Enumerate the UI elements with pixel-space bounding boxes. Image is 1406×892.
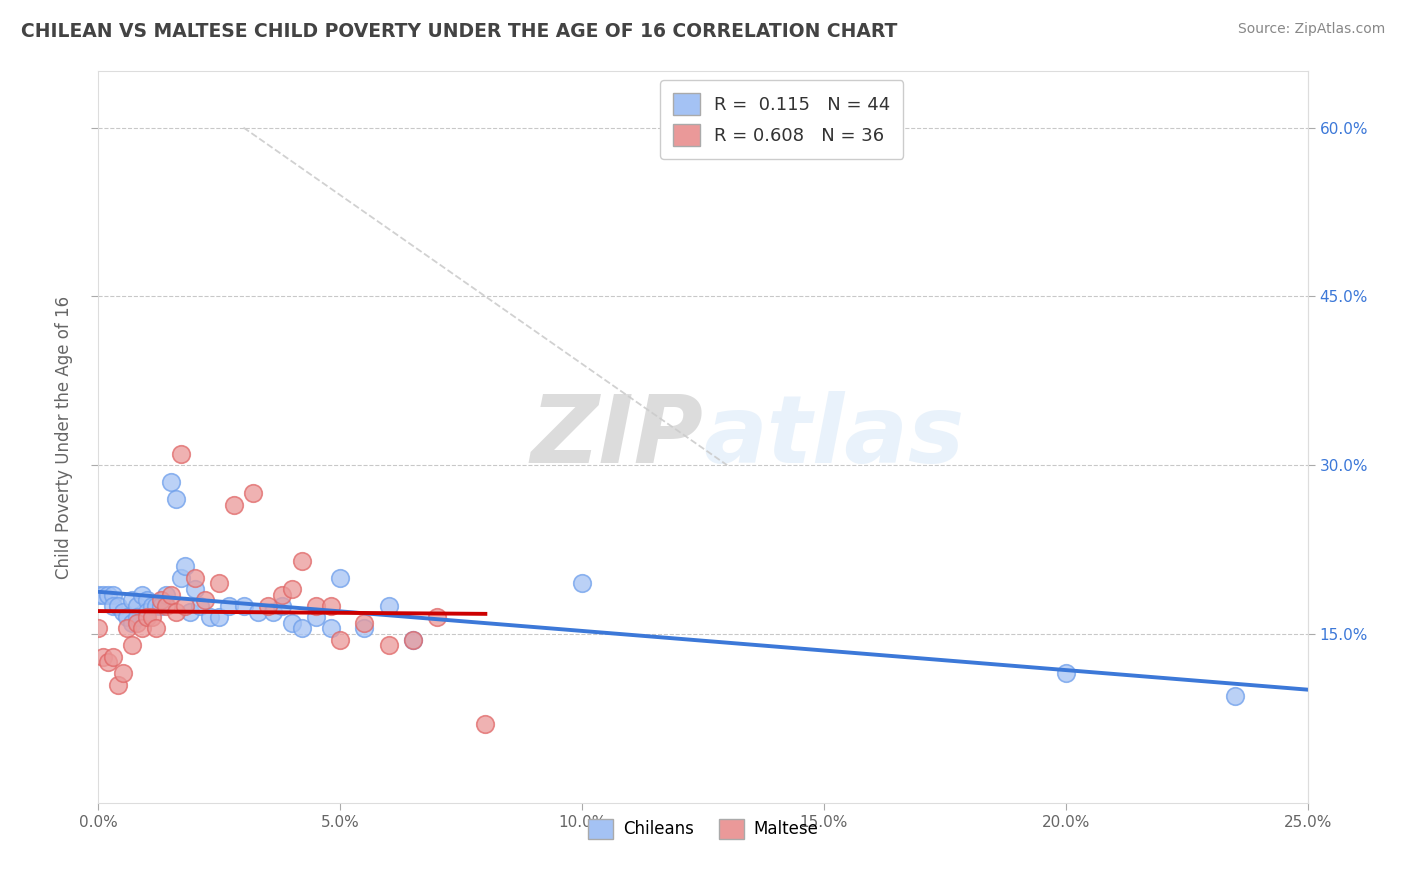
Point bbox=[222, 498, 245, 512]
Point bbox=[402, 632, 425, 647]
Point bbox=[426, 610, 449, 624]
Point bbox=[184, 582, 207, 596]
Point bbox=[145, 599, 167, 613]
Point bbox=[121, 615, 143, 630]
Point bbox=[232, 599, 254, 613]
Point bbox=[111, 605, 134, 619]
Point bbox=[305, 599, 328, 613]
Point bbox=[135, 605, 157, 619]
Point bbox=[141, 610, 163, 624]
Point bbox=[160, 588, 183, 602]
Point bbox=[131, 621, 153, 635]
Point bbox=[1054, 666, 1077, 681]
Point bbox=[353, 615, 375, 630]
Point bbox=[1223, 689, 1246, 703]
Point bbox=[319, 599, 342, 613]
Point bbox=[179, 605, 201, 619]
Point bbox=[117, 610, 139, 624]
Point bbox=[174, 599, 197, 613]
Point bbox=[141, 599, 163, 613]
Point bbox=[169, 571, 191, 585]
Point bbox=[242, 486, 264, 500]
Point bbox=[281, 615, 304, 630]
Point bbox=[91, 588, 114, 602]
Point bbox=[262, 605, 284, 619]
Point bbox=[329, 571, 352, 585]
Point bbox=[150, 599, 173, 613]
Point bbox=[87, 621, 110, 635]
Point bbox=[117, 621, 139, 635]
Point bbox=[101, 599, 124, 613]
Point bbox=[127, 615, 149, 630]
Point bbox=[135, 610, 157, 624]
Point bbox=[188, 599, 211, 613]
Point bbox=[184, 571, 207, 585]
Point bbox=[135, 593, 157, 607]
Text: atlas: atlas bbox=[703, 391, 965, 483]
Point bbox=[402, 632, 425, 647]
Point bbox=[290, 554, 312, 568]
Point bbox=[169, 447, 191, 461]
Point bbox=[155, 588, 177, 602]
Point bbox=[97, 588, 120, 602]
Point bbox=[111, 666, 134, 681]
Point bbox=[160, 475, 183, 489]
Point bbox=[121, 593, 143, 607]
Point bbox=[165, 605, 187, 619]
Point bbox=[271, 588, 294, 602]
Text: ZIP: ZIP bbox=[530, 391, 703, 483]
Point bbox=[127, 610, 149, 624]
Point bbox=[97, 655, 120, 669]
Point bbox=[131, 588, 153, 602]
Point bbox=[208, 610, 231, 624]
Point bbox=[281, 582, 304, 596]
Point bbox=[107, 678, 129, 692]
Point bbox=[218, 599, 240, 613]
Point bbox=[198, 610, 221, 624]
Point bbox=[377, 599, 399, 613]
Point bbox=[571, 576, 593, 591]
Point bbox=[87, 588, 110, 602]
Point bbox=[150, 593, 173, 607]
Point bbox=[305, 610, 328, 624]
Point bbox=[101, 588, 124, 602]
Point bbox=[174, 559, 197, 574]
Legend: Chileans, Maltese: Chileans, Maltese bbox=[581, 812, 825, 846]
Point bbox=[377, 638, 399, 652]
Point bbox=[474, 717, 496, 731]
Y-axis label: Child Poverty Under the Age of 16: Child Poverty Under the Age of 16 bbox=[55, 295, 73, 579]
Point bbox=[165, 491, 187, 506]
Text: Source: ZipAtlas.com: Source: ZipAtlas.com bbox=[1237, 22, 1385, 37]
Point bbox=[107, 599, 129, 613]
Point bbox=[247, 605, 270, 619]
Point bbox=[271, 599, 294, 613]
Point bbox=[208, 576, 231, 591]
Point bbox=[91, 649, 114, 664]
Point bbox=[155, 599, 177, 613]
Point bbox=[194, 593, 217, 607]
Point bbox=[127, 599, 149, 613]
Point bbox=[329, 632, 352, 647]
Text: CHILEAN VS MALTESE CHILD POVERTY UNDER THE AGE OF 16 CORRELATION CHART: CHILEAN VS MALTESE CHILD POVERTY UNDER T… bbox=[21, 22, 897, 41]
Point bbox=[101, 649, 124, 664]
Point bbox=[290, 621, 312, 635]
Point bbox=[121, 638, 143, 652]
Point bbox=[353, 621, 375, 635]
Point bbox=[319, 621, 342, 635]
Point bbox=[145, 621, 167, 635]
Point bbox=[256, 599, 278, 613]
